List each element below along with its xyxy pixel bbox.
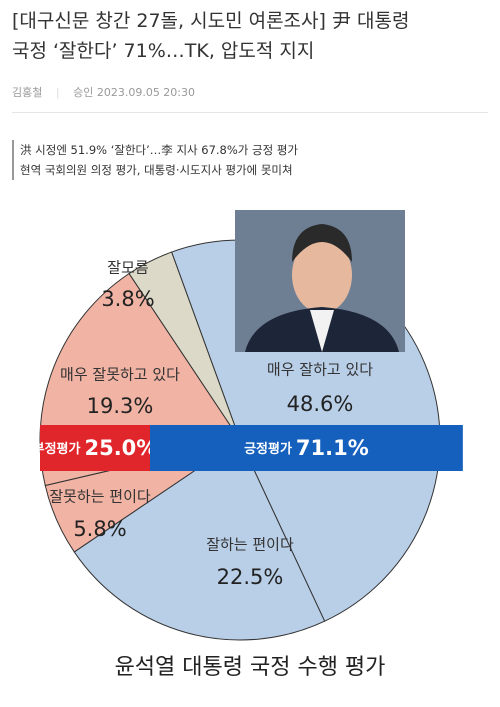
headline-line: [대구신문 창간 27돌, 시도민 여론조사] 尹 대통령	[12, 10, 410, 32]
summary-value: 71.1%	[296, 436, 369, 460]
approved-date: 승인 2023.09.05 20:30	[73, 86, 196, 99]
byline: 김홍철 | 승인 2023.09.05 20:30	[12, 86, 196, 99]
summary-bar	[150, 425, 463, 471]
slice-value: 5.8%	[73, 517, 126, 541]
labels: 매우 잘하고 있다 48.6% 잘하는 편이다 22.5% 잘못하는 편이다 5.8% 매우…	[33, 259, 463, 589]
summary-name: 부정평가	[33, 441, 81, 457]
slice-value: 3.8%	[101, 287, 154, 311]
slice-label: 매우 잘하고 있다	[267, 361, 373, 379]
summary-bar	[40, 425, 150, 471]
chart-title: 윤석열 대통령 국정 수행 평가	[115, 655, 386, 680]
slice-label: 잘하는 편이다	[206, 536, 294, 554]
divider	[12, 112, 488, 113]
photo	[235, 210, 405, 352]
summary-name: 긍정평가	[244, 441, 292, 457]
subheadings: 洪 시정엔 51.9% ‘잘한다’…李 지사 67.8%가 긍정 평가 현역 국…	[12, 140, 298, 180]
slice-value: 22.5%	[217, 565, 284, 589]
slice-label: 잘모름	[107, 259, 149, 277]
slice-value: 48.6%	[287, 392, 354, 416]
author[interactable]: 김홍철	[12, 86, 43, 99]
subheading: 洪 시정엔 51.9% ‘잘한다’…李 지사 67.8%가 긍정 평가	[20, 143, 299, 157]
headline: [대구신문 창간 27돌, 시도민 여론조사] 尹 대통령 국정 ‘잘한다’ 7…	[12, 6, 409, 66]
summary-text: 긍정평가 71.1%	[244, 436, 369, 460]
pie-slice	[128, 251, 241, 441]
slice-label: 잘못하는 편이다	[49, 488, 151, 506]
summary-value: 25.0%	[84, 436, 157, 460]
slice-label: 매우 잘못하고 있다	[60, 366, 180, 384]
summary-text: 부정평가 25.0%	[33, 436, 158, 460]
subheading: 현역 국회의원 의정 평가, 대통령·시도지사 평가에 못미쳐	[20, 163, 293, 177]
slice-value: 19.3%	[87, 394, 154, 418]
headline-line: 국정 ‘잘한다’ 71%…TK, 압도적 지지	[12, 40, 315, 62]
pie-slice	[73, 439, 326, 641]
